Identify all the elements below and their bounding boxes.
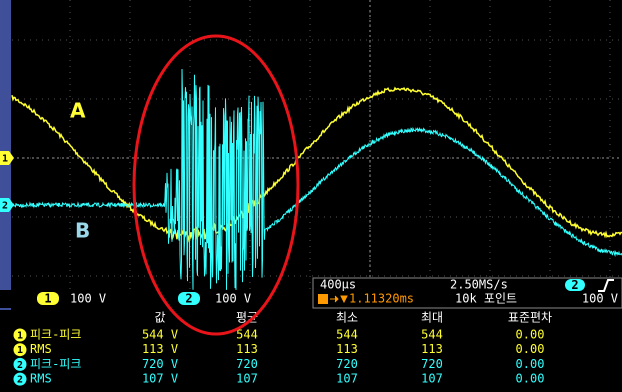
column-header: 표준편차 (508, 311, 552, 325)
trigger-position: 1.11320ms (349, 292, 414, 306)
cell: 720 (236, 357, 258, 371)
cell: 0.00 (516, 328, 545, 342)
record-length: 10k 포인트 (455, 292, 517, 306)
cell: 107 (236, 372, 258, 386)
row-channel: 2 (17, 360, 23, 371)
cell: 0.00 (516, 357, 545, 371)
label-b: B (75, 219, 90, 243)
cell: 107 (336, 372, 358, 386)
horizontal-scale: 400µs (320, 278, 356, 292)
ch2-badge-label: 2 (185, 292, 192, 306)
row-label: 피크-피크 (30, 328, 81, 342)
cell: 113 (236, 342, 258, 356)
column-header: 값 (154, 311, 165, 325)
column-header: 최대 (421, 311, 443, 325)
oscilloscope-screen: A B 1 2 1 100 V 2 100 V 400µs 2.50MS/s 2… (0, 0, 622, 392)
cell: 720 (421, 357, 443, 371)
ch2-marker-label: 2 (2, 201, 8, 212)
cell: 113 (336, 342, 358, 356)
ch2-scale: 100 V (215, 292, 251, 306)
label-a: A (70, 99, 86, 123)
sample-rate: 2.50MS/s (450, 278, 508, 292)
trigger-channel: 2 (571, 278, 578, 292)
row-label: 피크-피크 (30, 357, 81, 371)
ch1-scale: 100 V (70, 292, 106, 306)
cell: 544 V (142, 328, 178, 342)
ch1-marker-label: 1 (2, 154, 8, 165)
cell: 544 (236, 328, 258, 342)
trigger-icon (318, 294, 328, 304)
row-label: RMS (30, 342, 52, 356)
cell: 544 (421, 328, 443, 342)
cell: 720 (336, 357, 358, 371)
cell: 107 (421, 372, 443, 386)
cell: 544 (336, 328, 358, 342)
trigger-level: 100 V (582, 292, 618, 306)
row-channel: 2 (17, 375, 23, 386)
cell: 113 (421, 342, 443, 356)
page: A B 1 2 1 100 V 2 100 V 400µs 2.50MS/s 2… (0, 0, 622, 392)
cell: 720 V (142, 357, 178, 371)
column-header: 최소 (336, 311, 358, 325)
row-channel: 1 (17, 345, 23, 356)
cell: 113 V (142, 342, 178, 356)
ch1-badge-label: 1 (44, 292, 51, 306)
row-channel: 1 (17, 331, 23, 342)
cell: 0.00 (516, 372, 545, 386)
cell: 107 V (142, 372, 178, 386)
row-label: RMS (30, 372, 52, 386)
cell: 0.00 (516, 342, 545, 356)
